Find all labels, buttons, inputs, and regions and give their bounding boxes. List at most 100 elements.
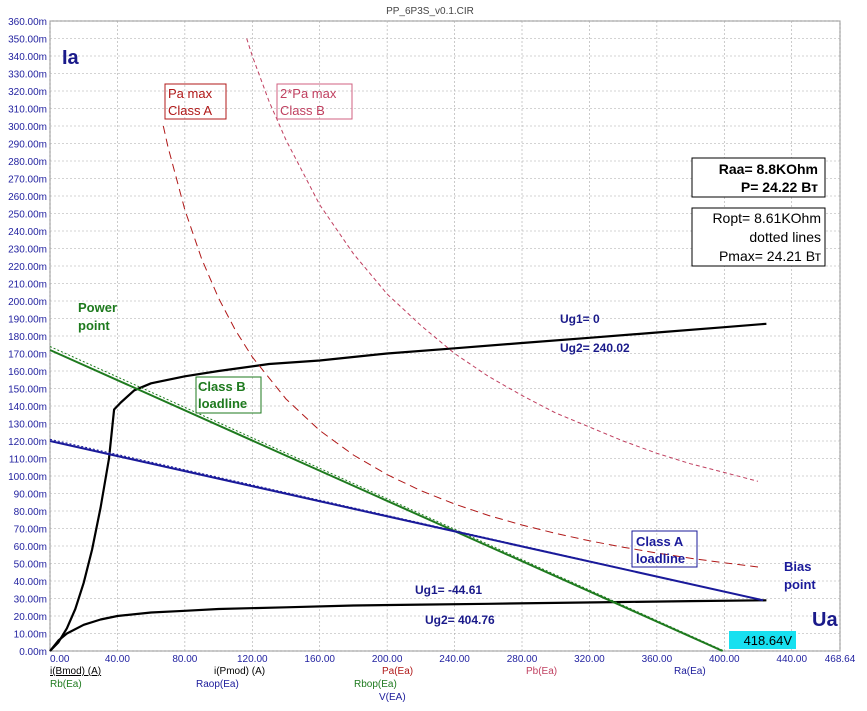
y-tick-label: 120.00m	[8, 437, 47, 448]
x-tick-label: 120.00	[237, 654, 268, 665]
dotted-lines-label: dotted lines	[749, 229, 821, 245]
x-tick-label: 0.00	[50, 654, 70, 665]
class-a-box	[631, 530, 698, 568]
y-tick-label: 330.00m	[8, 70, 47, 81]
x-tick-label: 160.00	[304, 654, 335, 665]
y-tick-label: 220.00m	[8, 262, 47, 273]
y-tick-label: 280.00m	[8, 157, 47, 168]
ropt-label: Ropt= 8.61KOhm	[712, 210, 821, 226]
raa-box	[691, 157, 826, 198]
power-point-label-1: Power	[78, 300, 117, 315]
y-tick-label: 180.00m	[8, 332, 47, 343]
pa-max-box	[164, 83, 227, 120]
y-tick-label: 80.00m	[14, 507, 47, 518]
y-tick-label: 160.00m	[8, 367, 47, 378]
y-tick-label: 40.00m	[14, 577, 47, 588]
legend-ipmod[interactable]: i(Pmod) (A)	[214, 666, 265, 677]
ug2-bottom-label: Ug2= 404.76	[425, 613, 495, 627]
x-tick-label: 240.00	[439, 654, 470, 665]
y-tick-label: 190.00m	[8, 315, 47, 326]
bias-point-label-2: point	[784, 577, 816, 592]
class-b-label-1: Class B	[198, 379, 246, 394]
cursor-value-box	[729, 631, 796, 649]
legend-vea[interactable]: V(EA)	[379, 692, 406, 703]
y-tick-label: 300.00m	[8, 122, 47, 133]
y-tick-label: 270.00m	[8, 175, 47, 186]
y-tick-label: 260.00m	[8, 192, 47, 203]
y-tick-label: 240.00m	[8, 227, 47, 238]
y-tick-label: 10.00m	[14, 630, 47, 641]
window-title: PP_6P3S_v0.1.CIR	[386, 6, 474, 17]
y-tick-label: 360.00m	[8, 17, 47, 28]
legend-pb[interactable]: Pb(Ea)	[526, 666, 557, 677]
power-point-label-2: point	[78, 318, 110, 333]
pa2-max-label-2: Class B	[280, 103, 325, 118]
y-tick-label: 30.00m	[14, 595, 47, 606]
x-tick-label: 80.00	[172, 654, 197, 665]
y-tick-label: 200.00m	[8, 297, 47, 308]
class-a-label-1: Class A	[636, 534, 684, 549]
x-tick-label: 440.00	[776, 654, 807, 665]
y-tick-label: 0.00m	[19, 647, 47, 658]
legend-rbop[interactable]: Rbop(Ea)	[354, 679, 397, 690]
y-tick-label: 230.00m	[8, 245, 47, 256]
x-tick-label: 200.00	[372, 654, 403, 665]
series-line-i-pmod-a	[49, 599, 767, 652]
raa-label: Raa= 8.8KOhm	[719, 161, 818, 177]
series-group	[49, 38, 767, 652]
y-tick-label: 90.00m	[14, 490, 47, 501]
y-tick-label: 150.00m	[8, 385, 47, 396]
y-tick-label: 110.00m	[9, 455, 47, 466]
power-label: P= 24.22 Вт	[741, 179, 818, 195]
x-tick-label: 320.00	[574, 654, 605, 665]
bias-point-label-1: Bias	[784, 559, 811, 574]
grid	[49, 20, 841, 652]
series-line-rb-ea	[49, 349, 724, 652]
legend: i(Bmod) (A) i(Pmod) (A) Rb(Ea) Raop(Ea) …	[50, 666, 706, 703]
pmax-label: Pmax= 24.21 Вт	[719, 248, 822, 264]
series-line-rbop-ea	[49, 346, 725, 652]
y-tick-label: 210.00m	[8, 280, 47, 291]
x-tick-label: 400.00	[709, 654, 740, 665]
ug2-top-label: Ug2= 240.02	[560, 341, 630, 355]
x-tick-labels: 0.00 40.00 80.00 120.00 160.00 200.00 240.00 28…	[50, 654, 856, 665]
y-tick-labels: 0.00m 10.00m 20.00m 30.00m 40.00m 50.00m 60.00…	[8, 17, 47, 658]
y-tick-label: 20.00m	[14, 612, 47, 623]
y-tick-label: 320.00m	[8, 87, 47, 98]
legend-ibmod[interactable]: i(Bmod) (A)	[50, 666, 101, 677]
y-tick-label: 140.00m	[8, 402, 47, 413]
cursor-value: 418.64V	[744, 633, 793, 648]
legend-raop[interactable]: Raop(Ea)	[196, 679, 239, 690]
pa-max-label-1: Pa max	[168, 86, 213, 101]
pa-max-label-2: Class A	[168, 103, 212, 118]
pa2-max-box	[276, 83, 353, 120]
x-tick-label: 468.64	[825, 654, 856, 665]
x-axis-title: Ua	[812, 609, 838, 631]
class-b-box	[195, 376, 262, 414]
ug1-top-label: Ug1= 0	[560, 312, 600, 326]
class-a-label-2: loadline	[636, 551, 685, 566]
ug1-bottom-label: Ug1= -44.61	[415, 583, 482, 597]
x-tick-label: 360.00	[642, 654, 673, 665]
series-line-pa-ea	[162, 125, 759, 568]
x-tick-label: 40.00	[105, 654, 130, 665]
pa2-max-label-1: 2*Pa max	[280, 86, 337, 101]
ropt-box	[691, 207, 826, 267]
y-tick-label: 50.00m	[14, 560, 47, 571]
y-tick-label: 130.00m	[8, 420, 47, 431]
series-line-raop-ea	[49, 438, 764, 601]
y-tick-label: 170.00m	[8, 350, 47, 361]
class-b-label-2: loadline	[198, 396, 247, 411]
legend-pa[interactable]: Pa(Ea)	[382, 666, 413, 677]
plot-area	[49, 20, 841, 652]
x-tick-label: 280.00	[507, 654, 538, 665]
legend-ra[interactable]: Ra(Ea)	[674, 666, 706, 677]
legend-rb[interactable]: Rb(Ea)	[50, 679, 82, 690]
y-tick-label: 290.00m	[8, 140, 47, 151]
series-line-pb-ea	[246, 38, 759, 482]
y-tick-label: 250.00m	[8, 210, 47, 221]
y-tick-label: 310.00m	[8, 105, 47, 116]
y-tick-label: 60.00m	[14, 542, 47, 553]
series-line-i-bmod-a	[49, 322, 767, 652]
